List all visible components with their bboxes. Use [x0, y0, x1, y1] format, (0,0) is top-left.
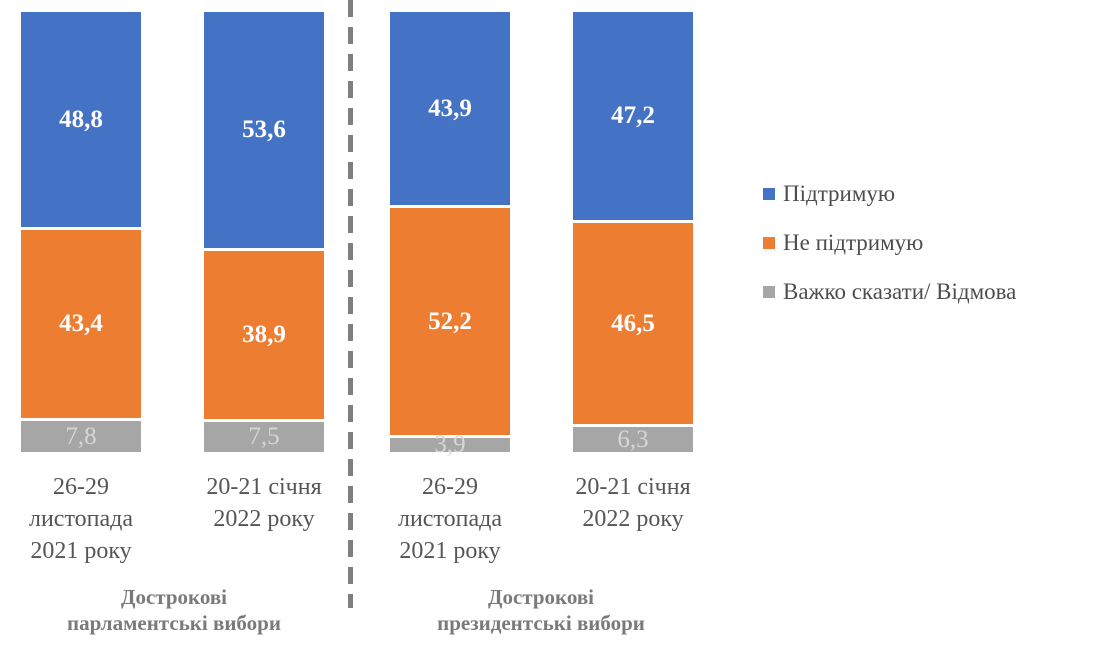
legend-label-undecided: Важко сказати/ Відмова: [783, 279, 1017, 304]
group-label-parliamentary: Дострокові парламентські вибори: [67, 585, 281, 635]
legend-swatch-undecided: [763, 286, 775, 298]
bar-3-segment-1: 43,9: [390, 12, 510, 206]
stacked-bar-3: 43,9 52,2 3,9: [390, 12, 510, 457]
value-label: 7,5: [248, 423, 280, 451]
category-label-3: 26-29 листопада 2021 року: [397, 474, 502, 564]
value-label: 7,8: [65, 422, 97, 450]
bar-3-segment-3: 3,9: [390, 432, 510, 457]
bar-2-segment-2: 38,9: [204, 247, 324, 419]
category-label-1: 26-29 листопада 2021 року: [28, 474, 133, 564]
dashed-divider-line: [348, 0, 353, 608]
value-label: 46,5: [611, 309, 655, 337]
bar-4-segment-1: 47,2: [573, 12, 693, 220]
value-label: 47,2: [611, 102, 655, 130]
bar-1-segment-1: 48,8: [21, 12, 141, 227]
legend-label-support: Підтримую: [783, 181, 896, 206]
value-label: 52,2: [428, 307, 472, 335]
bar-2-segment-3: 7,5: [204, 418, 324, 452]
value-label: 3,9: [434, 431, 466, 459]
legend-swatch-support: [763, 188, 775, 200]
legend-swatch-oppose: [763, 237, 775, 249]
legend-item-undecided: Важко сказати/ Відмова: [763, 278, 1016, 306]
category-label-4: 20-21 січня 2022 року: [575, 474, 691, 532]
value-label: 38,9: [242, 321, 286, 349]
category-label-2: 20-21 січня 2022 року: [206, 474, 322, 532]
legend-item-support: Підтримую: [763, 180, 1016, 208]
bar-3-segment-2: 52,2: [390, 205, 510, 435]
value-label: 53,6: [242, 116, 286, 144]
value-label: 48,8: [59, 105, 103, 133]
bar-4-segment-3: 6,3: [573, 424, 693, 452]
stacked-bar-1: 48,8 43,4 7,8: [21, 12, 141, 452]
group-label-presidential: Дострокові президентські вибори: [437, 585, 645, 635]
stacked-bar-2: 53,6 38,9 7,5: [204, 12, 324, 452]
stacked-bar-4: 47,2 46,5 6,3: [573, 12, 693, 452]
bar-4-segment-2: 46,5: [573, 219, 693, 425]
legend-item-oppose: Не підтримую: [763, 229, 1016, 257]
value-label: 43,9: [428, 95, 472, 123]
bar-1-segment-3: 7,8: [21, 417, 141, 452]
legend-label-oppose: Не підтримую: [783, 230, 924, 255]
legend: Підтримую Не підтримую Важко сказати/ Ві…: [763, 180, 1016, 306]
value-label: 43,4: [59, 310, 103, 338]
bar-2-segment-1: 53,6: [204, 12, 324, 248]
value-label: 6,3: [617, 426, 649, 454]
bar-1-segment-2: 43,4: [21, 226, 141, 418]
